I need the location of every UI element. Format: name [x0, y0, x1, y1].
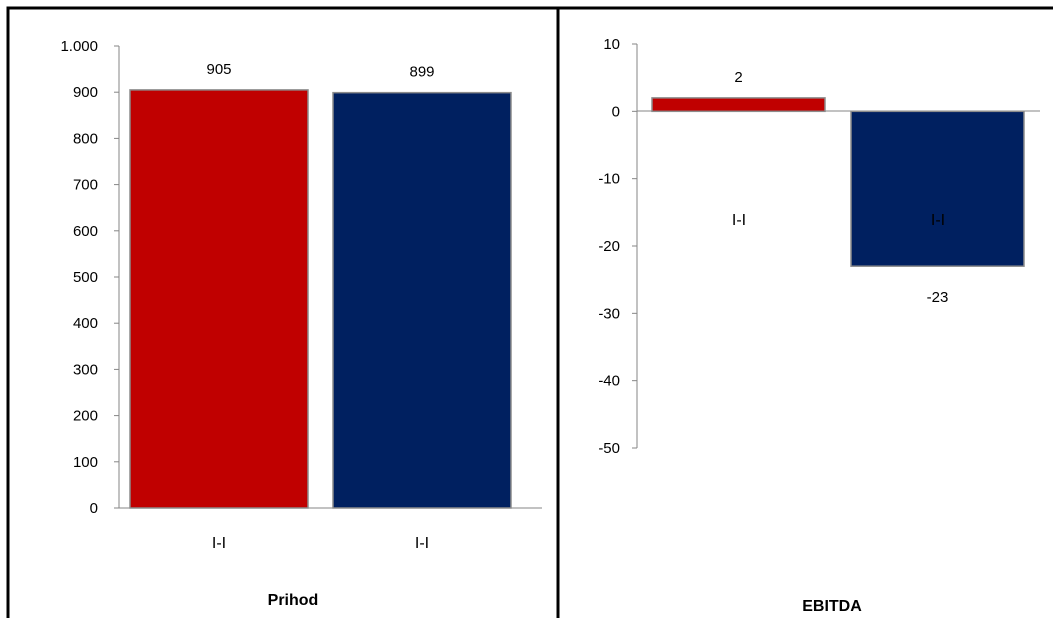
right-panel-frame	[556, 6, 1053, 618]
y-tick-label: -50	[598, 440, 620, 457]
ebitda-chart: 10 0 -10 -20 -30 -40 -50 2 I-I -23 I-I EBITDA	[598, 36, 1040, 615]
y-tick-label: 400	[73, 315, 98, 332]
y-tick-label: 10	[603, 36, 620, 53]
chart-title: Prihod	[268, 592, 319, 609]
data-label: 905	[206, 61, 231, 78]
y-tick-label: 200	[73, 408, 98, 425]
data-label: -23	[927, 289, 949, 306]
y-tick-label: 600	[73, 223, 98, 240]
data-label: 899	[409, 64, 434, 81]
y-tick-label: 700	[73, 177, 98, 194]
bar	[850, 110, 1025, 267]
bar	[651, 97, 826, 113]
y-tick-label: -40	[598, 373, 620, 390]
bar	[129, 89, 309, 509]
y-tick-label: 800	[73, 130, 98, 147]
y-tick-label: 100	[73, 454, 98, 471]
y-tick-label: 0	[90, 500, 98, 517]
category-label: I-I	[732, 212, 746, 229]
bar	[332, 91, 512, 509]
y-tick-label: -10	[598, 171, 620, 188]
y-tick-label: 1.000	[60, 38, 98, 55]
y-tick-label: -20	[598, 238, 620, 255]
category-label: I-I	[212, 535, 226, 552]
chart-title: EBITDA	[802, 598, 862, 615]
category-label: I-I	[415, 535, 429, 552]
y-tick-label: 500	[73, 269, 98, 286]
y-tick-label: 300	[73, 361, 98, 378]
y-tick-label: -30	[598, 305, 620, 322]
category-label: I-I	[931, 212, 945, 229]
prihod-chart: 0 100 200 300 400 500 600 700 800 900 1.000 905 I-I…	[60, 38, 542, 609]
data-label: 2	[734, 69, 742, 86]
y-tick-label: 900	[73, 84, 98, 101]
y-tick-label: 0	[612, 103, 620, 120]
